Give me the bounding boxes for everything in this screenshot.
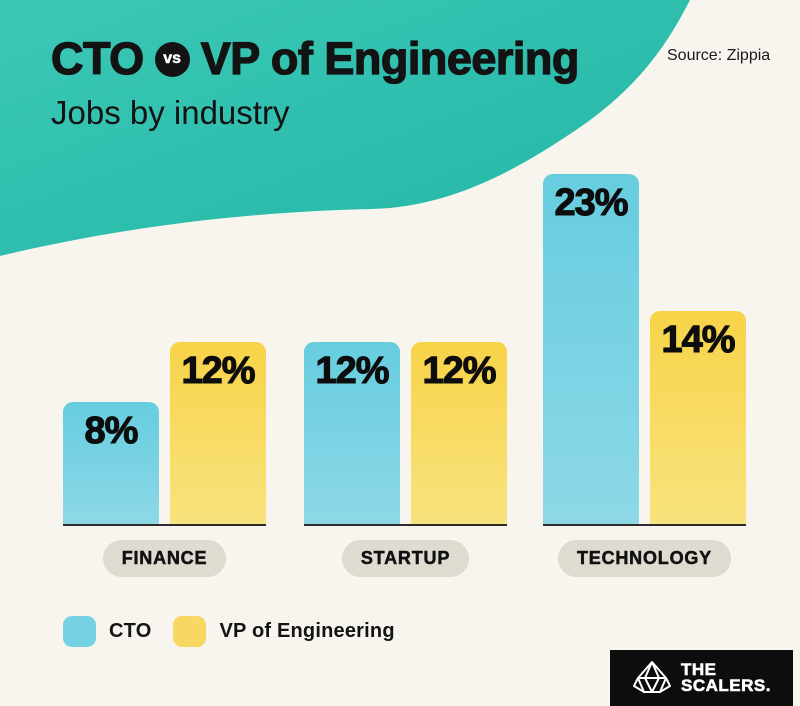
bars-technology: 23% 14%	[543, 174, 746, 524]
legend-swatch-cto	[63, 616, 96, 647]
bar-vp-technology: 14%	[650, 311, 746, 524]
legend-swatch-vp	[173, 616, 207, 647]
scalers-diamond-icon	[633, 661, 672, 693]
bar-vp-finance: 12%	[170, 342, 266, 524]
axis-baseline-finance	[63, 524, 266, 526]
vs-badge: vs	[154, 41, 190, 77]
legend-label-cto: CTO	[109, 620, 152, 642]
logo-word-scalers: SCALERS.	[681, 676, 771, 695]
title-right: VP of Engineering	[200, 32, 580, 84]
bar-value-cto-startup: 12%	[315, 349, 390, 392]
bar-cto-finance: 8%	[63, 402, 159, 524]
axis-baseline-technology	[543, 524, 746, 526]
page-title: CTO vs VP of Engineering	[50, 32, 580, 85]
legend-item-vp: VP of Engineering	[173, 616, 395, 647]
bar-cto-technology: 23%	[543, 174, 639, 524]
bar-value-vp-startup: 12%	[422, 349, 497, 392]
logo-wordmark: THE SCALERS.	[681, 660, 771, 695]
logo-word-the: THE	[681, 660, 717, 680]
bar-value-vp-technology: 14%	[661, 318, 736, 361]
category-label-startup: STARTUP	[341, 540, 470, 577]
category-label-finance: FINANCE	[102, 540, 227, 577]
page-subtitle: Jobs by industry	[51, 94, 290, 131]
legend-item-cto: CTO	[63, 616, 151, 647]
bar-vp-startup: 12%	[411, 342, 507, 524]
bar-group-technology: 23% 14% TECHNOLOGY	[543, 174, 746, 577]
bars-startup: 12% 12%	[304, 174, 507, 524]
bars-finance: 8% 12%	[63, 174, 266, 524]
legend: CTO VP of Engineering	[63, 616, 395, 647]
thescalers-logo: THE SCALERS.	[610, 650, 793, 706]
category-label-technology: TECHNOLOGY	[557, 540, 731, 577]
bar-group-startup: 12% 12% STARTUP	[304, 174, 507, 577]
title-left: CTO	[50, 32, 144, 84]
bar-value-cto-finance: 8%	[84, 409, 139, 452]
legend-label-vp: VP of Engineering	[219, 620, 395, 642]
source-credit: Source: Zippia	[667, 47, 771, 64]
bar-cto-startup: 12%	[304, 342, 400, 524]
bar-group-finance: 8% 12% FINANCE	[63, 174, 266, 577]
bar-value-vp-finance: 12%	[181, 349, 256, 392]
bar-value-cto-technology: 23%	[554, 181, 629, 224]
axis-baseline-startup	[304, 524, 507, 526]
